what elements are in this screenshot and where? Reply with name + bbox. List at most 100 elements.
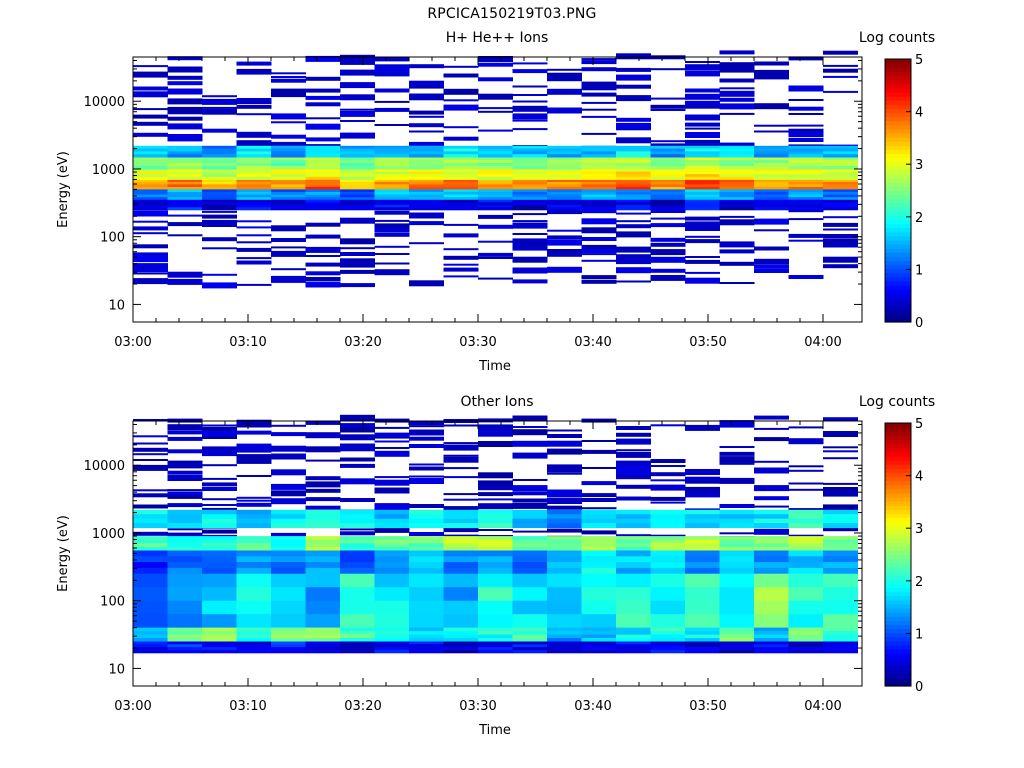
colorbar-step <box>885 566 911 572</box>
heatmap-cell <box>616 199 651 203</box>
colorbar-step <box>885 297 911 303</box>
heatmap-cell <box>616 514 651 520</box>
heatmap-cell <box>754 556 789 563</box>
heatmap-cell <box>512 514 548 520</box>
heatmap-cell <box>133 614 168 629</box>
colorbar-step <box>885 137 911 142</box>
heatmap-cell <box>823 587 858 602</box>
heatmap-cell <box>305 476 341 481</box>
heatmap-cell <box>685 102 720 109</box>
heatmap-cell <box>305 55 341 62</box>
heatmap-cell <box>823 482 858 485</box>
heatmap-cell <box>443 65 479 68</box>
heatmap-cell <box>754 460 789 463</box>
heatmap-cell <box>685 227 720 231</box>
heatmap-cell <box>581 634 617 639</box>
heatmap-cell <box>443 556 479 563</box>
colorbar-step <box>885 431 911 436</box>
colorbar-step <box>885 665 911 671</box>
heatmap-cell <box>202 426 237 431</box>
heatmap-cell <box>823 181 858 185</box>
heatmap-cell <box>236 247 272 252</box>
heatmap-cell <box>512 550 548 557</box>
heatmap-cell <box>719 202 755 206</box>
heatmap-cell <box>305 459 341 462</box>
heatmap-cell <box>340 638 375 642</box>
heatmap-cell <box>167 186 203 190</box>
heatmap-cell <box>409 536 444 541</box>
heatmap-cell <box>167 189 203 193</box>
heatmap-cell <box>478 192 513 196</box>
heatmap-cell <box>754 163 789 167</box>
heatmap-cell <box>754 485 789 492</box>
heatmap-cell <box>305 181 341 185</box>
heatmap-cell <box>478 503 513 510</box>
heatmap-cell <box>650 556 686 563</box>
heatmap-cell <box>305 600 341 615</box>
heatmap-cell <box>340 184 375 188</box>
heatmap-cell <box>581 253 617 256</box>
heatmap-cell <box>271 157 306 161</box>
heatmap-cell <box>236 169 272 173</box>
heatmap-cell <box>133 631 168 636</box>
heatmap-cell <box>305 246 341 253</box>
heatmap-cell <box>374 447 410 449</box>
heatmap-cell <box>443 223 479 226</box>
heatmap-cell <box>133 71 168 78</box>
heatmap-cell <box>823 90 858 93</box>
heatmap-cell <box>409 141 444 146</box>
heatmap-cell <box>340 94 375 101</box>
heatmap-cell <box>236 587 272 602</box>
heatmap-cell <box>547 157 582 161</box>
heatmap-cell <box>271 453 306 460</box>
heatmap-cell <box>202 509 237 515</box>
heatmap-cell <box>409 631 444 636</box>
heatmap-cell <box>271 246 306 249</box>
heatmap-cell <box>650 166 686 170</box>
heatmap-cell <box>547 204 582 208</box>
colorbar-step <box>885 301 911 307</box>
heatmap-cell <box>512 600 548 615</box>
colorbar-step <box>885 285 911 290</box>
heatmap-cell <box>409 644 444 648</box>
heatmap-cell <box>754 536 789 541</box>
heatmap-cell <box>478 424 513 431</box>
heatmap-cell <box>616 627 651 632</box>
heatmap-cell <box>478 535 513 537</box>
heatmap-cell <box>271 78 306 83</box>
x-tick-label: 03:10 <box>229 335 266 350</box>
heatmap-cell <box>409 587 444 602</box>
heatmap-cell <box>340 634 375 639</box>
heatmap-cell <box>547 650 582 654</box>
heatmap-cell <box>236 509 272 515</box>
heatmap-cell <box>236 257 272 260</box>
heatmap-cell <box>409 157 444 161</box>
heatmap-cell <box>719 184 755 188</box>
heatmap-cell <box>202 600 237 615</box>
heatmap-cell <box>478 441 513 447</box>
heatmap-cell <box>271 567 306 575</box>
heatmap-cell <box>236 174 272 178</box>
heatmap-cell <box>271 250 306 257</box>
heatmap-cell <box>305 157 341 161</box>
heatmap-cell <box>340 145 375 150</box>
colorbar-step <box>885 533 911 539</box>
heatmap-cell <box>374 157 410 161</box>
heatmap-cell <box>236 184 272 188</box>
heatmap-cell <box>788 189 824 193</box>
heatmap-cell <box>547 523 582 529</box>
heatmap-cell <box>340 556 375 563</box>
heatmap-cell <box>202 650 237 654</box>
heatmap-cell <box>443 145 479 150</box>
heatmap-cell <box>236 499 272 502</box>
heatmap-cell <box>374 107 410 112</box>
heatmap-cell <box>478 546 513 551</box>
colorbar-step <box>885 157 911 163</box>
heatmap-cell <box>236 192 272 196</box>
heatmap-cell <box>616 171 651 175</box>
heatmap-cell <box>685 641 720 645</box>
heatmap-cell <box>823 644 858 648</box>
heatmap-cell <box>133 567 168 575</box>
heatmap-cell <box>305 137 341 142</box>
heatmap-cell <box>685 491 720 498</box>
